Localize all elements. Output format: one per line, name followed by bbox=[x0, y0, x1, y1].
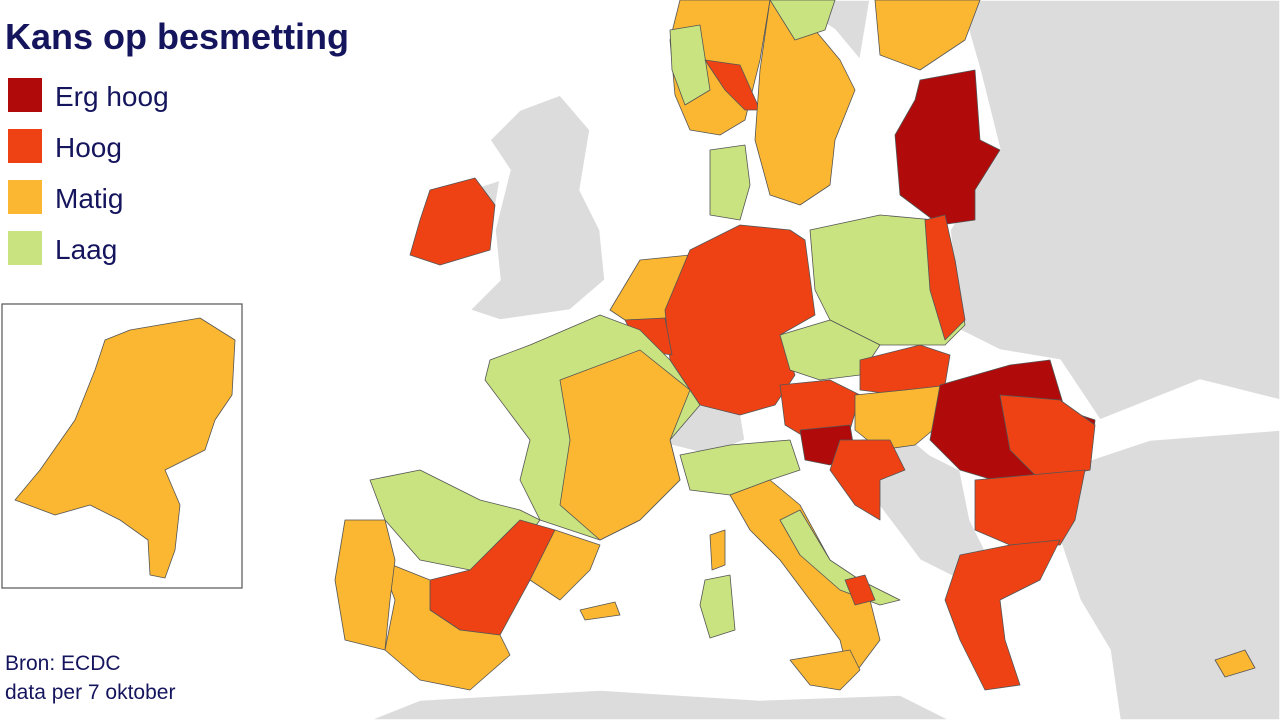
legend-label: Erg hoog bbox=[55, 81, 169, 112]
inset-netherlands bbox=[1, 303, 243, 589]
region-france-east bbox=[559, 349, 691, 541]
great-britain bbox=[468, 94, 606, 321]
region-cyprus bbox=[1214, 649, 1256, 678]
region-poland bbox=[809, 214, 966, 346]
region-sweden-north bbox=[769, 0, 836, 41]
legend-swatch bbox=[8, 180, 42, 214]
region-sardinia bbox=[699, 574, 736, 639]
eastern-europe bbox=[949, 0, 1280, 421]
eu-regions bbox=[334, 0, 1256, 691]
region-bulgaria bbox=[974, 469, 1086, 546]
legend: Erg hoog Hoog Matig Laag bbox=[8, 78, 169, 265]
date-note: data per 7 oktober bbox=[5, 681, 175, 704]
north-africa bbox=[369, 689, 951, 720]
inset-region bbox=[14, 317, 236, 579]
region-greece bbox=[944, 539, 1061, 691]
legend-label: Hoog bbox=[55, 132, 122, 163]
region-romania-east bbox=[999, 394, 1096, 481]
region-spain-south bbox=[379, 559, 511, 691]
region-poland-east bbox=[924, 214, 966, 341]
source: Bron: ECDC bbox=[5, 652, 121, 675]
region-hungary bbox=[854, 384, 951, 451]
region-sweden bbox=[754, 0, 856, 206]
legend-swatch bbox=[8, 78, 42, 112]
region-portugal bbox=[334, 519, 396, 651]
region-corsica bbox=[709, 529, 726, 571]
title: Kans op besmetting bbox=[5, 16, 349, 57]
region-balearics bbox=[579, 601, 621, 621]
region-ireland bbox=[409, 177, 496, 266]
region-norway-west bbox=[669, 24, 711, 106]
region-croatia bbox=[829, 439, 906, 521]
region-italy bbox=[729, 479, 881, 681]
legend-label: Matig bbox=[55, 183, 123, 214]
region-sicily bbox=[789, 649, 861, 691]
region-oslo bbox=[704, 59, 761, 111]
region-denmark bbox=[709, 144, 751, 221]
legend-swatch bbox=[8, 129, 42, 163]
region-finland bbox=[874, 0, 981, 71]
legend-label: Laag bbox=[55, 234, 117, 265]
region-spain-east bbox=[529, 529, 601, 601]
turkey bbox=[1059, 429, 1280, 720]
region-baltics bbox=[894, 69, 1001, 226]
legend-swatch bbox=[8, 231, 42, 265]
region-italy-north bbox=[679, 439, 801, 496]
region-italy-adriatic bbox=[779, 509, 901, 606]
region-puglia bbox=[844, 574, 876, 606]
